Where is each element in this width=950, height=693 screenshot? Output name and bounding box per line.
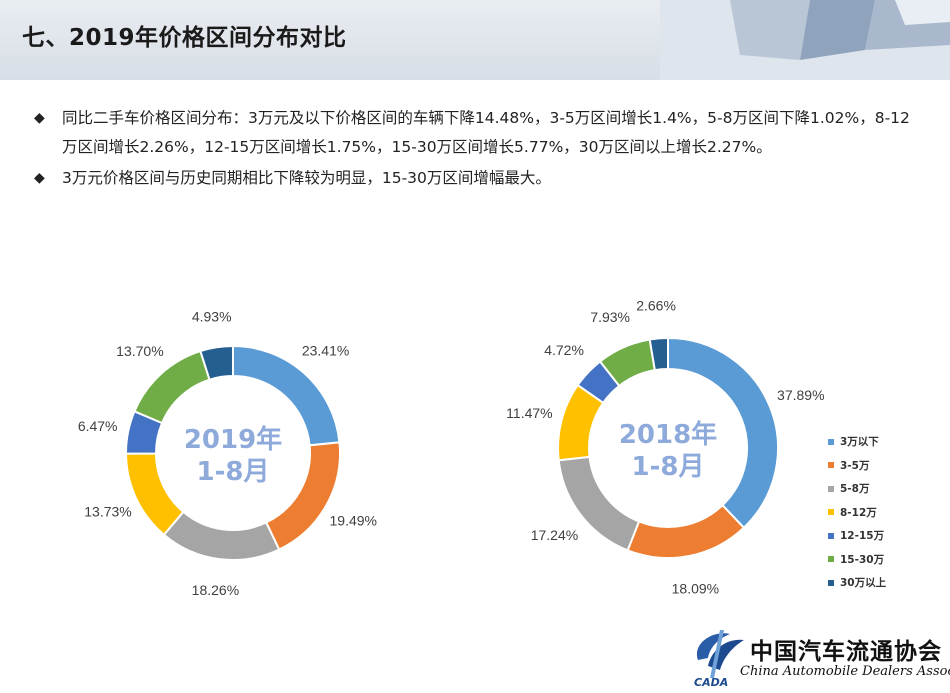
slice-data-label: 11.47% (506, 405, 552, 421)
chart-center-label: 2019年 (184, 424, 282, 455)
donut-slice (648, 336, 669, 372)
cada-logo-icon: CADA (694, 630, 744, 688)
diamond-bullet-icon: ◆ (34, 110, 45, 126)
bullet-text: 3万元价格区间与历史同期相比下降较为明显，15-30万区间增幅最大。 (62, 169, 551, 187)
legend-label: 30万以上 (840, 577, 887, 590)
header-band: 七、2019年价格区间分布对比 (0, 0, 950, 80)
legend-label: 15-30万 (840, 553, 885, 566)
legend-label: 3万以下 (840, 436, 879, 449)
slice-data-label: 18.26% (192, 582, 239, 598)
legend-label: 8-12万 (840, 506, 877, 519)
donut-slice (199, 344, 234, 381)
logo-english-name: China Automobile Dealers Association (740, 664, 950, 679)
chart-center-label: 1-8月 (632, 452, 705, 482)
slice-data-label: 4.93% (192, 309, 232, 325)
logo-chinese-name: 中国汽车流通协会 (750, 638, 942, 665)
slice-data-label: 23.41% (302, 343, 349, 359)
slice-data-label: 19.49% (330, 513, 377, 529)
page-title: 七、2019年价格区间分布对比 (22, 25, 347, 51)
diamond-bullet-icon: ◆ (34, 170, 45, 186)
slice-data-label: 4.72% (544, 342, 584, 358)
donut-slice (162, 510, 281, 561)
legend-swatch (828, 579, 834, 586)
cada-logo: CADA 中国汽车流通协会 China Automobile Dealers A… (690, 626, 950, 688)
legend-label: 12-15万 (840, 530, 885, 543)
legend-swatch (828, 556, 834, 563)
chart-center-label: 2018年 (619, 419, 717, 450)
legend-label: 5-8万 (840, 483, 870, 496)
donut-slice (124, 452, 185, 537)
slice-data-label: 6.47% (78, 418, 118, 434)
legend-item: 8-12万 (828, 501, 886, 525)
legend-item: 3-5万 (828, 454, 886, 478)
svg-text:CADA: CADA (694, 676, 728, 688)
legend-swatch (828, 438, 834, 445)
chart-center-label: 1-8月 (197, 457, 270, 487)
legend-item: 30万以上 (828, 571, 886, 595)
header-decoration-image (660, 0, 950, 80)
donut-slice (133, 349, 211, 425)
chart-legend: 3万以下 3-5万 5-8万 8-12万 12-15万 15-30万 30万以上 (828, 430, 886, 595)
legend-item: 15-30万 (828, 548, 886, 572)
legend-swatch (828, 509, 834, 516)
legend-swatch (828, 532, 834, 539)
slice-data-label: 37.89% (777, 387, 824, 403)
slice-data-label: 13.73% (84, 504, 131, 520)
bullet-text: 同比二手车价格区间分布：3万元及以下价格区间的车辆下降14.48%，3-5万区间… (62, 109, 910, 156)
legend-item: 5-8万 (828, 477, 886, 501)
legend-item: 3万以下 (828, 430, 886, 454)
slice-data-label: 17.24% (531, 527, 578, 543)
bullet-item: ◆ 同比二手车价格区间分布：3万元及以下价格区间的车辆下降14.48%，3-5万… (34, 104, 924, 162)
slice-data-label: 18.09% (672, 580, 719, 596)
donut-slice (626, 503, 746, 559)
donut-slice (264, 441, 341, 551)
legend-label: 3-5万 (840, 459, 870, 472)
slice-data-label: 7.93% (590, 309, 630, 325)
slice-data-label: 13.70% (116, 343, 163, 359)
bullet-list: ◆ 同比二手车价格区间分布：3万元及以下价格区间的车辆下降14.48%，3-5万… (34, 104, 924, 195)
slice-data-label: 2.66% (636, 297, 676, 313)
legend-item: 12-15万 (828, 524, 886, 548)
bullet-item: ◆ 3万元价格区间与历史同期相比下降较为明显，15-30万区间增幅最大。 (34, 164, 924, 193)
legend-swatch (828, 462, 834, 469)
legend-swatch (828, 485, 834, 492)
